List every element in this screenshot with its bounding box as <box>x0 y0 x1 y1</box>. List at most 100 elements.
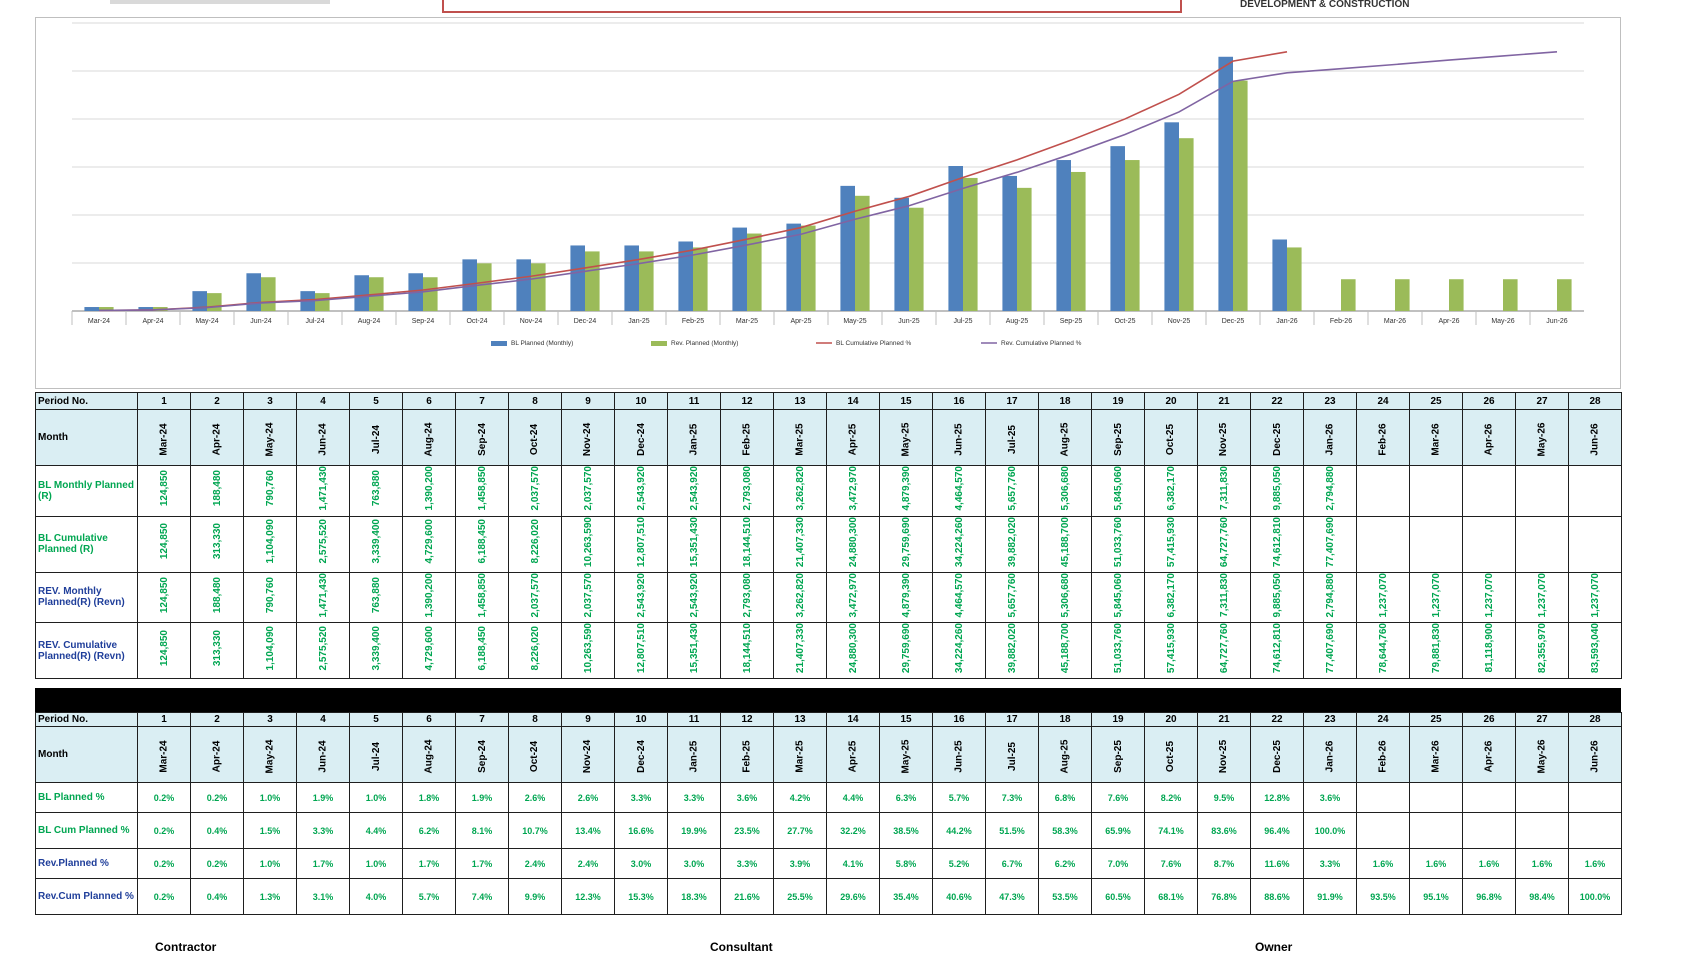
percent-cell: 2.6% <box>561 782 615 813</box>
month-cell: Mar-25 <box>773 726 827 783</box>
amount-cell: 64,727,760 <box>1197 622 1251 680</box>
period-cell: 5 <box>349 712 403 727</box>
x-tick-label: Oct-24 <box>466 318 487 325</box>
amount-value: 5,845,060 <box>1112 466 1124 511</box>
amount-value: 7,311,830 <box>1218 466 1230 511</box>
amount-value: 4,879,390 <box>900 466 912 511</box>
month-cell: Feb-25 <box>720 409 774 466</box>
amount-value: 1,471,430 <box>317 466 329 511</box>
amount-cell: 5,657,760 <box>985 571 1039 624</box>
period-cell: 11 <box>667 392 721 410</box>
month-cell: Feb-26 <box>1356 409 1410 466</box>
percent-cell: 7.6% <box>1144 848 1198 879</box>
amount-cell: 77,407,690 <box>1303 515 1357 573</box>
bar-bl-Aug-24 <box>354 275 369 311</box>
amount-cell: 8,226,020 <box>508 622 562 680</box>
amount-value: 1,237,070 <box>1377 572 1389 618</box>
month-label: Mar-25 <box>794 422 806 456</box>
bar-bl-Apr-24 <box>138 307 153 311</box>
percent-cell: 68.1% <box>1144 878 1198 915</box>
month-label: Feb-26 <box>1377 422 1389 456</box>
amount-cell: 790,760 <box>243 571 297 624</box>
percent-cell <box>1568 812 1622 849</box>
amount-cell: 2,543,920 <box>614 465 668 517</box>
month-cell: Aug-24 <box>402 726 456 783</box>
percent-cell: 11.6% <box>1250 848 1304 879</box>
percent-cell: 1.6% <box>1515 848 1569 879</box>
percent-cell: 8.7% <box>1197 848 1251 879</box>
month-label: Jun-24 <box>317 422 329 456</box>
month-label: Apr-26 <box>1483 423 1495 455</box>
period-cell: 6 <box>402 392 456 410</box>
amount-value: 51,033,760 <box>1112 516 1124 567</box>
period-cell: 19 <box>1091 712 1145 727</box>
period-cell: 8 <box>508 392 562 410</box>
period-cell: 27 <box>1515 392 1569 410</box>
x-tick-label: Apr-26 <box>1438 318 1459 325</box>
table-row: Period No. 1 2 3 4 5 6 7 8 9 10 11 12 13 14 15 16 17 18 19 2… <box>35 392 1622 410</box>
amount-cell <box>1462 465 1516 517</box>
amount-value: 1,237,070 <box>1483 572 1495 618</box>
amount-value: 39,882,020 <box>1006 623 1018 674</box>
percent-cell: 7.4% <box>455 878 509 915</box>
amount-cell: 2,037,570 <box>561 571 615 624</box>
percent-cell: 9.5% <box>1197 782 1251 813</box>
row-label: BL Planned % <box>35 782 138 813</box>
month-cell: Jan-25 <box>667 726 721 783</box>
x-tick-label: Apr-25 <box>790 318 811 325</box>
bar-rev-Sep-24 <box>423 277 438 311</box>
amount-value: 7,311,830 <box>1218 572 1230 617</box>
month-cell: Jul-24 <box>349 409 403 466</box>
amount-value: 12,807,510 <box>635 516 647 567</box>
amount-value: 9,885,050 <box>1271 572 1283 618</box>
month-label: Mar-26 <box>1430 739 1442 773</box>
amount-value: 790,760 <box>264 576 276 613</box>
amount-value: 5,845,060 <box>1112 572 1124 618</box>
month-label: Jun-24 <box>317 739 329 773</box>
period-cell: 26 <box>1462 712 1516 727</box>
month-cell: Apr-24 <box>190 409 244 466</box>
month-cell: Mar-26 <box>1409 409 1463 466</box>
percent-cell: 1.6% <box>1356 848 1410 879</box>
amount-value: 12,807,510 <box>635 623 647 674</box>
x-tick-label: Oct-25 <box>1114 318 1135 325</box>
amount-value: 8,226,020 <box>529 625 541 671</box>
month-cell: Jun-25 <box>932 726 986 783</box>
percent-cell <box>1462 812 1516 849</box>
month-label: Sep-24 <box>476 739 488 773</box>
percent-cell: 4.0% <box>349 878 403 915</box>
period-cell: 22 <box>1250 712 1304 727</box>
x-tick-label: Aug-24 <box>358 318 381 325</box>
month-cell: Jun-24 <box>296 726 350 783</box>
amount-cell: 2,794,880 <box>1303 465 1357 517</box>
legend-label: Rev. Planned (Monthly) <box>671 340 738 347</box>
amount-value: 6,382,170 <box>1165 572 1177 618</box>
amount-cell: 2,037,570 <box>508 571 562 624</box>
percent-cell <box>1515 812 1569 849</box>
month-cell: Aug-24 <box>402 409 456 466</box>
percent-cell: 5.7% <box>402 878 456 915</box>
amount-value: 6,188,450 <box>476 519 488 564</box>
percent-cell: 1.3% <box>243 878 297 915</box>
amount-value: 1,390,200 <box>423 572 435 618</box>
percent-cell: 6.2% <box>402 812 456 849</box>
month-label: Dec-24 <box>635 739 647 773</box>
month-cell: Apr-25 <box>826 409 880 466</box>
percent-cell: 12.3% <box>561 878 615 915</box>
amount-value: 1,390,200 <box>423 466 435 511</box>
amount-cell: 2,575,520 <box>296 515 350 573</box>
amount-cell: 4,464,570 <box>932 571 986 624</box>
percent-cell: 65.9% <box>1091 812 1145 849</box>
month-label: Mar-24 <box>158 422 170 456</box>
amount-cell: 12,807,510 <box>614 622 668 680</box>
bar-rev-Mar-24 <box>99 307 114 311</box>
period-cell: 20 <box>1144 712 1198 727</box>
month-cell: May-25 <box>879 409 933 466</box>
amount-value: 2,543,920 <box>635 466 647 511</box>
amount-cell: 9,885,050 <box>1250 465 1304 517</box>
bar-bl-Oct-25 <box>1110 146 1125 311</box>
period-cell: 16 <box>932 392 986 410</box>
percent-cell: 27.7% <box>773 812 827 849</box>
percent-cell: 0.2% <box>190 848 244 879</box>
percent-cell: 1.0% <box>349 848 403 879</box>
